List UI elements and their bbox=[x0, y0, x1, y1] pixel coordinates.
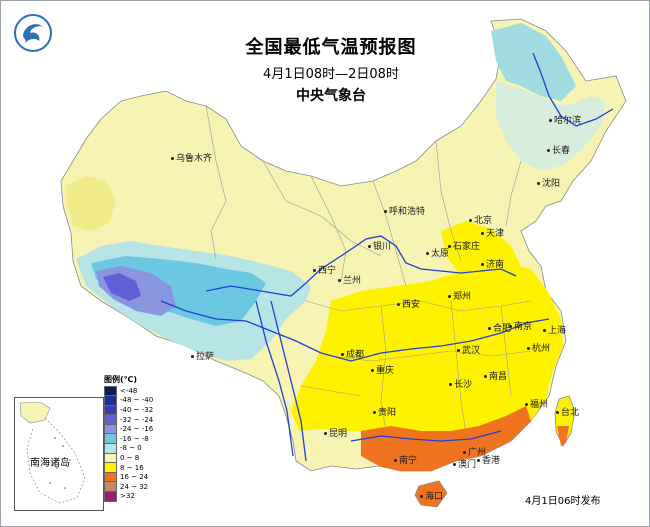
city-xian: 西安 bbox=[397, 297, 420, 310]
city-shenyang: 沈阳 bbox=[537, 176, 560, 189]
title-block: 全国最低气温预报图 4月1日08时—2日08时 中央气象台 bbox=[181, 33, 481, 105]
city-urumqi: 乌鲁木齐 bbox=[171, 151, 212, 164]
legend-entry: >32 bbox=[104, 491, 164, 502]
forecast-period: 4月1日08时—2日08时 bbox=[263, 67, 399, 82]
temperature-legend: 图例(℃) <-48 -48 ~ -40 -40 ~ -32 -32 ~ -24… bbox=[104, 374, 164, 502]
cma-logo bbox=[14, 14, 52, 52]
legend-label: -16 ~ -8 bbox=[120, 434, 149, 443]
region-south-mild bbox=[291, 263, 563, 441]
city-macau: 澳门 bbox=[453, 457, 476, 470]
map-title: 全国最低气温预报图 bbox=[245, 37, 417, 58]
city-hangzhou: 杭州 bbox=[527, 341, 550, 354]
nu-river bbox=[255, 300, 294, 457]
legend-label: >32 bbox=[120, 492, 135, 501]
legend-label: -40 ~ -32 bbox=[120, 405, 154, 414]
region-taiwan-south-warm bbox=[557, 426, 569, 446]
legend-label: -32 ~ -24 bbox=[120, 415, 154, 424]
city-nanchang: 南昌 bbox=[484, 369, 507, 382]
city-beijing: 北京 bbox=[469, 213, 492, 226]
region-northeast-cold bbox=[491, 23, 576, 101]
city-xining: 西宁 bbox=[313, 263, 336, 276]
city-lanzhou: 兰州 bbox=[338, 273, 361, 286]
issuing-agency: 中央气象台 bbox=[296, 88, 366, 104]
region-plateau-purple bbox=[103, 273, 141, 301]
yellow-river bbox=[205, 235, 517, 297]
legend-label: 24 ~ 32 bbox=[120, 482, 149, 491]
city-harbin: 哈尔滨 bbox=[549, 113, 581, 126]
city-nanjing: 南京 bbox=[509, 319, 532, 332]
inset-map bbox=[19, 401, 86, 504]
city-chongqing: 重庆 bbox=[371, 363, 394, 376]
city-changchun: 长春 bbox=[547, 143, 570, 156]
legend-label: -24 ~ -16 bbox=[120, 425, 154, 434]
city-nanning: 南宁 bbox=[394, 453, 417, 466]
rivers bbox=[160, 52, 614, 462]
lancang-river bbox=[270, 300, 307, 462]
province-boundaries bbox=[205, 105, 532, 434]
pearl-river bbox=[350, 430, 502, 442]
city-haikou: 海口 bbox=[420, 489, 443, 502]
city-hongkong: 香港 bbox=[477, 453, 500, 466]
legend-swatch bbox=[104, 491, 117, 502]
city-shijiazhuang: 石家庄 bbox=[448, 239, 480, 252]
issue-time: 4月1日06时发布 bbox=[525, 496, 601, 507]
south-china-sea-inset: 南海诸岛 bbox=[14, 397, 104, 511]
city-taiyuan: 太原 bbox=[426, 246, 449, 259]
legend-label: 0 ~ 8 bbox=[120, 453, 140, 462]
legend-label: 16 ~ 24 bbox=[120, 473, 149, 482]
city-shanghai: 上海 bbox=[543, 323, 566, 336]
region-xinjiang-warm bbox=[66, 176, 116, 231]
city-fuzhou: 福州 bbox=[525, 397, 548, 410]
city-tianjin: 天津 bbox=[481, 226, 504, 239]
legend-label: <-48 bbox=[120, 386, 138, 395]
city-kunming: 昆明 bbox=[324, 426, 347, 439]
legend-title: 图例(℃) bbox=[104, 375, 137, 384]
city-taipei: 台北 bbox=[556, 405, 579, 418]
city-changsha: 长沙 bbox=[449, 377, 472, 390]
legend-label: -48 ~ -40 bbox=[120, 396, 154, 405]
city-hohhot: 呼和浩特 bbox=[384, 204, 425, 217]
city-zhengzhou: 郑州 bbox=[448, 289, 471, 302]
city-chengdu: 成都 bbox=[341, 347, 364, 360]
city-wuhan: 武汉 bbox=[457, 343, 480, 356]
city-guiyang: 贵阳 bbox=[373, 405, 396, 418]
region-northeast-cool bbox=[496, 81, 606, 171]
city-lhasa: 拉萨 bbox=[191, 349, 214, 362]
city-jinan: 济南 bbox=[481, 257, 504, 270]
city-hefei: 合肥 bbox=[488, 321, 511, 334]
inset-label: 南海诸岛 bbox=[30, 458, 70, 469]
legend-label: -8 ~ 0 bbox=[120, 444, 142, 453]
yangtze-river bbox=[160, 300, 550, 362]
legend-label: 8 ~ 16 bbox=[120, 463, 144, 472]
city-yinchuan: 银川 bbox=[368, 239, 391, 252]
